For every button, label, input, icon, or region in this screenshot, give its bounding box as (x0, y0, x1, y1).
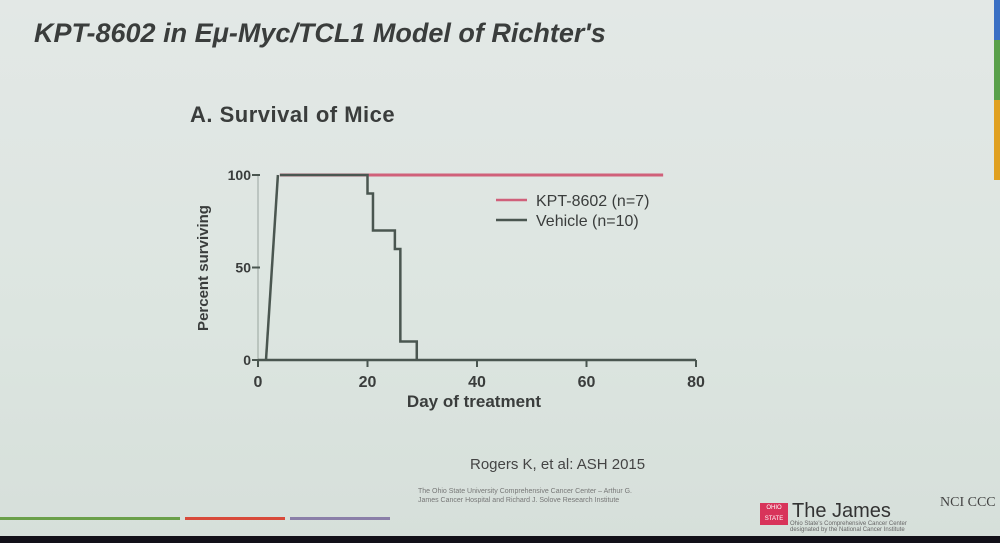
logo-tagline: Ohio State's Comprehensive Cancer Center… (790, 521, 907, 533)
x-tick-label: 80 (687, 374, 705, 391)
y-tick-label: 50 (235, 260, 251, 276)
citation: Rogers K, et al: ASH 2015 (470, 456, 646, 473)
footer-institution-text: The Ohio State University Comprehensive … (418, 488, 632, 504)
y-axis-label: Percent surviving (195, 205, 212, 331)
footer-stripe (290, 517, 390, 520)
vehicle-start-line (264, 174, 280, 361)
y-tick-label: 0 (243, 352, 251, 368)
chart-subtitle: A. Survival of Mice (190, 102, 396, 127)
edge-accent (994, 100, 1000, 180)
y-tick-label: 100 (228, 167, 252, 183)
legend-label: KPT-8602 (n=7) (536, 193, 649, 210)
x-tick-label: 60 (578, 374, 596, 391)
x-tick-label: 0 (254, 374, 263, 391)
x-axis-label: Day of treatment (407, 392, 541, 411)
nci-ccc-logo: NCI CCC (940, 495, 996, 510)
edge-accent (994, 40, 1000, 100)
osu-seal-logo: OHIO STATE (760, 503, 788, 525)
slide-title: KPT-8602 in Eμ-Myc/TCL1 Model of Richter… (34, 18, 606, 48)
edge-accent (994, 0, 1000, 40)
screen-bezel (0, 536, 1000, 543)
footer-stripe (185, 517, 285, 520)
series-line-vehicle (279, 173, 419, 360)
x-tick-label: 40 (468, 374, 486, 391)
x-tick-label: 20 (359, 374, 377, 391)
footer-stripe (0, 517, 180, 520)
legend-label: Vehicle (n=10) (536, 213, 639, 230)
the-james-logo: The James (792, 500, 891, 522)
